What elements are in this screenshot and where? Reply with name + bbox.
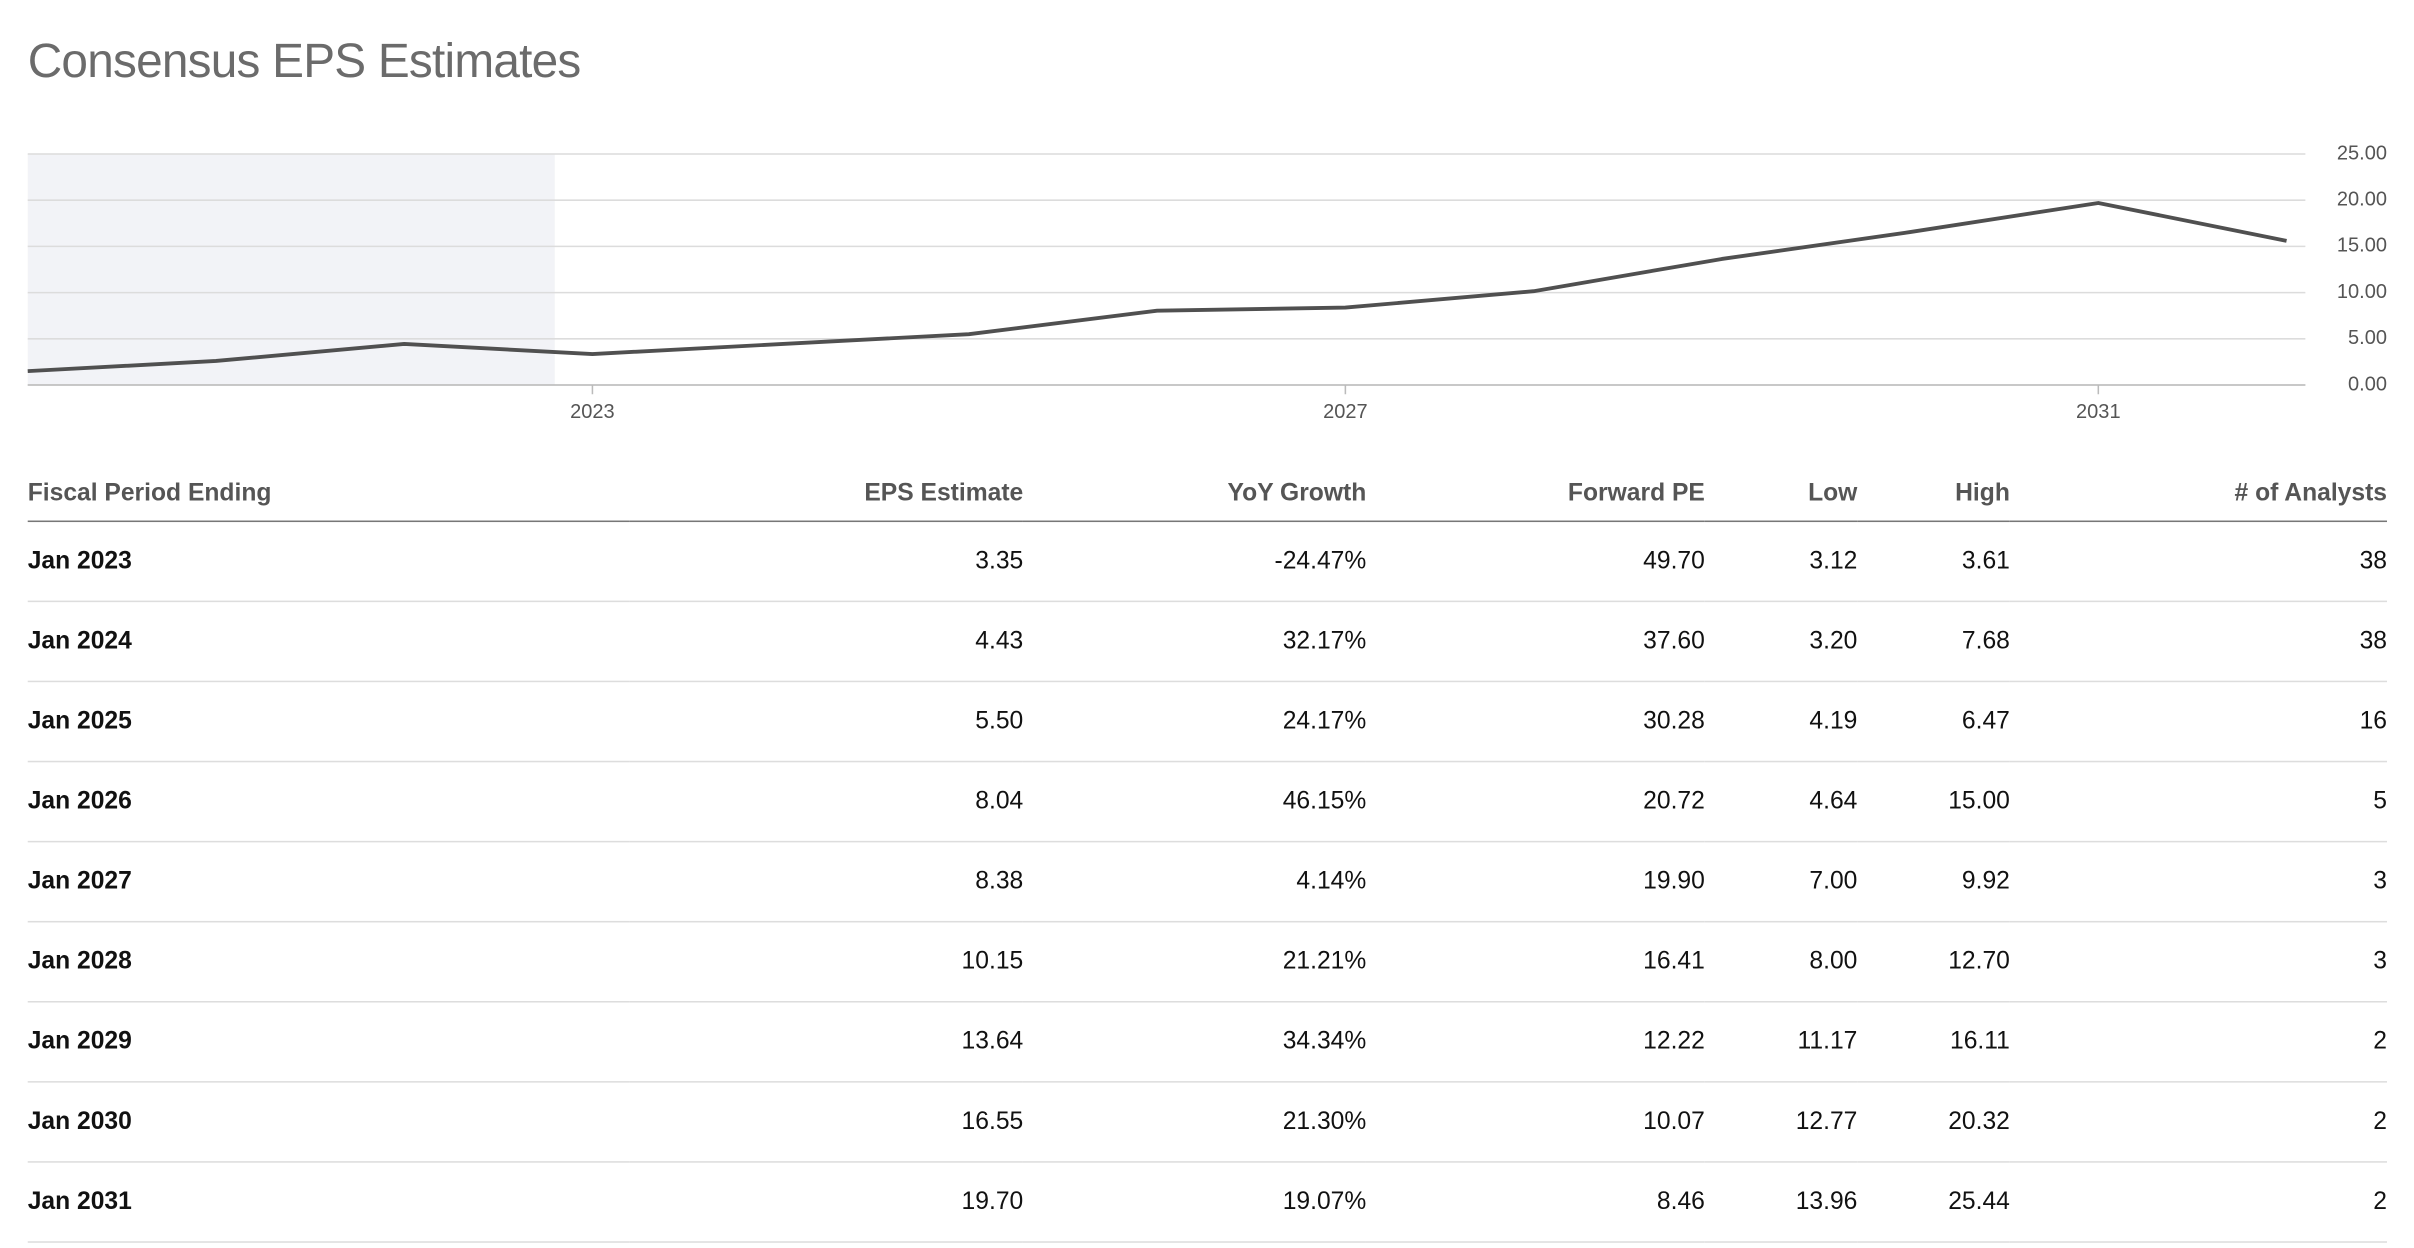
table-cell: 10.07 xyxy=(1366,1081,1705,1163)
table-cell: 49.70 xyxy=(1366,521,1705,603)
table-cell: 12.22 xyxy=(1366,1001,1705,1083)
table-cell: Jan 2026 xyxy=(27,761,631,843)
table-row: Jan 2026 8.04 46.15% 20.72 4.64 15.00 5 xyxy=(27,761,2387,843)
y-tick-label: 25.00 xyxy=(2337,142,2387,164)
table-cell: 4.14% xyxy=(1023,841,1367,923)
table-cell: 13.64 xyxy=(630,1001,1024,1083)
table-cell: 5 xyxy=(2009,761,2387,843)
table-cell: 8.04 xyxy=(630,761,1024,843)
table-cell: 9.92 xyxy=(1857,841,2010,923)
chart: 0.00 5.00 10.00 15.00 20.00 25.00 2023 2027 2031 xyxy=(27,142,2387,423)
table-cell: Jan 2029 xyxy=(27,1001,631,1083)
table-cell: 16.11 xyxy=(1857,1001,2010,1083)
table-cell: 21.30% xyxy=(1023,1081,1367,1163)
column-header: Forward PE xyxy=(1366,468,1705,523)
table-cell: 8.38 xyxy=(630,841,1024,923)
y-tick-label: 20.00 xyxy=(2337,188,2387,210)
table-cell: 13.96 xyxy=(1704,1161,1858,1243)
x-tick-label: 2031 xyxy=(2076,401,2121,423)
column-header: High xyxy=(1857,468,2010,523)
x-tick-label: 2023 xyxy=(570,401,615,423)
column-header: YoY Growth xyxy=(1023,468,1367,523)
y-tick-label: 15.00 xyxy=(2337,235,2387,257)
table-cell: 16.55 xyxy=(630,1081,1024,1163)
table-cell: 4.43 xyxy=(630,601,1024,683)
table-cell: 7.68 xyxy=(1857,601,2010,683)
table-cell: 34.34% xyxy=(1023,1001,1367,1083)
table-cell: Jan 2028 xyxy=(27,921,631,1003)
header-row: Fiscal Period Ending EPS Estimate YoY Grow… xyxy=(27,468,2387,523)
table-cell: -24.47% xyxy=(1023,521,1367,603)
table-cell: 2 xyxy=(2009,1161,2387,1243)
table-cell: 6.47 xyxy=(1857,681,2010,763)
table-cell: Jan 2031 xyxy=(27,1161,631,1243)
table-row: Jan 2023 3.35 -24.47% 49.70 3.12 3.61 38 xyxy=(27,521,2387,603)
table-row: Jan 2030 16.55 21.30% 10.07 12.77 20.32 2 xyxy=(27,1081,2387,1163)
table-cell: 19.70 xyxy=(630,1161,1024,1243)
table-cell: 3.20 xyxy=(1704,601,1858,683)
table-cell: 12.77 xyxy=(1704,1081,1858,1163)
y-tick-label: 5.00 xyxy=(2348,327,2387,349)
table-cell: 4.64 xyxy=(1704,761,1858,843)
table-cell: 3.35 xyxy=(630,521,1024,603)
column-header: # of Analysts xyxy=(2009,468,2387,523)
table-cell: 46.15% xyxy=(1023,761,1367,843)
table-cell: 38 xyxy=(2009,521,2387,603)
table-cell: 19.07% xyxy=(1023,1161,1367,1243)
table-cell: Jan 2030 xyxy=(27,1081,631,1163)
column-header: Low xyxy=(1704,468,1858,523)
y-tick-label: 10.00 xyxy=(2337,281,2387,303)
table-cell: Jan 2025 xyxy=(27,681,631,763)
table-cell: 11.17 xyxy=(1704,1001,1858,1083)
table-cell: 2 xyxy=(2009,1001,2387,1083)
table-cell: 20.72 xyxy=(1366,761,1705,843)
table-cell: 30.28 xyxy=(1366,681,1705,763)
table-cell: 5.50 xyxy=(630,681,1024,763)
table-row: Jan 2027 8.38 4.14% 19.90 7.00 9.92 3 xyxy=(27,841,2387,923)
table-cell: 3.12 xyxy=(1704,521,1858,603)
table-cell: 3 xyxy=(2009,921,2387,1003)
table-cell: 3 xyxy=(2009,841,2387,923)
table-cell: 25.44 xyxy=(1857,1161,2010,1243)
table-cell: 8.46 xyxy=(1366,1161,1705,1243)
table-cell: 12.70 xyxy=(1857,921,2010,1003)
table-cell: 3.61 xyxy=(1857,521,2010,603)
table-cell: Jan 2023 xyxy=(27,521,631,603)
table-row: Jan 2024 4.43 32.17% 37.60 3.20 7.68 38 xyxy=(27,601,2387,683)
table-cell: 20.32 xyxy=(1857,1081,2010,1163)
table-cell: 37.60 xyxy=(1366,601,1705,683)
table-row: Jan 2029 13.64 34.34% 12.22 11.17 16.11 2 xyxy=(27,1001,2387,1083)
y-tick-label: 0.00 xyxy=(2348,373,2387,395)
column-header: Fiscal Period Ending xyxy=(27,468,631,523)
table-cell: 21.21% xyxy=(1023,921,1367,1003)
table-cell: 4.19 xyxy=(1704,681,1858,763)
table-cell: 7.00 xyxy=(1704,841,1858,923)
table-cell: 10.15 xyxy=(630,921,1024,1003)
x-tick-label: 2027 xyxy=(1323,401,1368,423)
table-cell: 2 xyxy=(2009,1081,2387,1163)
chart-title: Consensus EPS Estimates xyxy=(27,33,582,88)
column-header: EPS Estimate xyxy=(630,468,1024,523)
table-row: Jan 2028 10.15 21.21% 16.41 8.00 12.70 3 xyxy=(27,921,2387,1003)
table-cell: 38 xyxy=(2009,601,2387,683)
table-row: Jan 2025 5.50 24.17% 30.28 4.19 6.47 16 xyxy=(27,681,2387,763)
table-cell: 32.17% xyxy=(1023,601,1367,683)
table-cell: 16.41 xyxy=(1366,921,1705,1003)
table-cell: 19.90 xyxy=(1366,841,1705,923)
table-row: Jan 2031 19.70 19.07% 8.46 13.96 25.44 2 xyxy=(27,1161,2387,1243)
eps-table: Fiscal Period Ending EPS Estimate YoY Grow… xyxy=(27,468,2387,1243)
table-cell: Jan 2024 xyxy=(27,601,631,683)
eps-line xyxy=(27,201,2287,374)
table-cell: 16 xyxy=(2009,681,2387,763)
table-cell: 24.17% xyxy=(1023,681,1367,763)
table-cell: 15.00 xyxy=(1857,761,2010,843)
table-cell: Jan 2027 xyxy=(27,841,631,923)
actuals-shade xyxy=(27,154,555,385)
table-cell: 8.00 xyxy=(1704,921,1858,1003)
